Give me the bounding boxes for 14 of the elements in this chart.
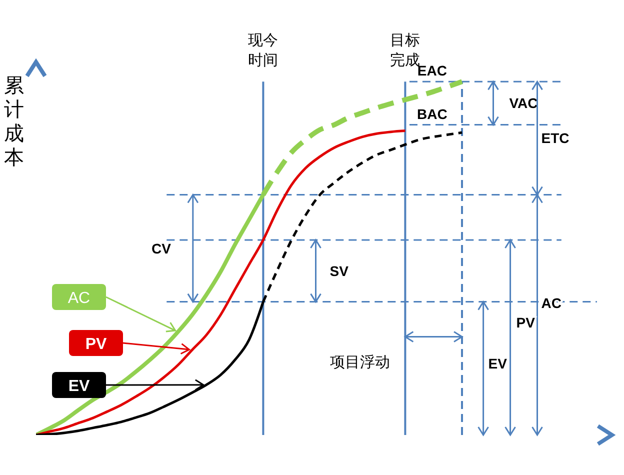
text: 现今时间 <box>248 32 278 69</box>
y-axis-title: 累计成本 <box>4 75 24 169</box>
text: PV <box>516 314 536 330</box>
text: EV <box>68 378 90 395</box>
text: AC <box>68 290 90 307</box>
annotation: 项目浮动 <box>330 354 390 371</box>
text: AC <box>541 294 562 311</box>
text: VAC <box>509 95 538 112</box>
annotation: CV <box>151 240 172 256</box>
legend-label: PV <box>85 336 107 353</box>
annotation: SV <box>330 262 350 279</box>
text: EV <box>488 355 508 372</box>
ref-line-label: BAC <box>417 106 448 122</box>
text: ETC <box>541 130 570 146</box>
